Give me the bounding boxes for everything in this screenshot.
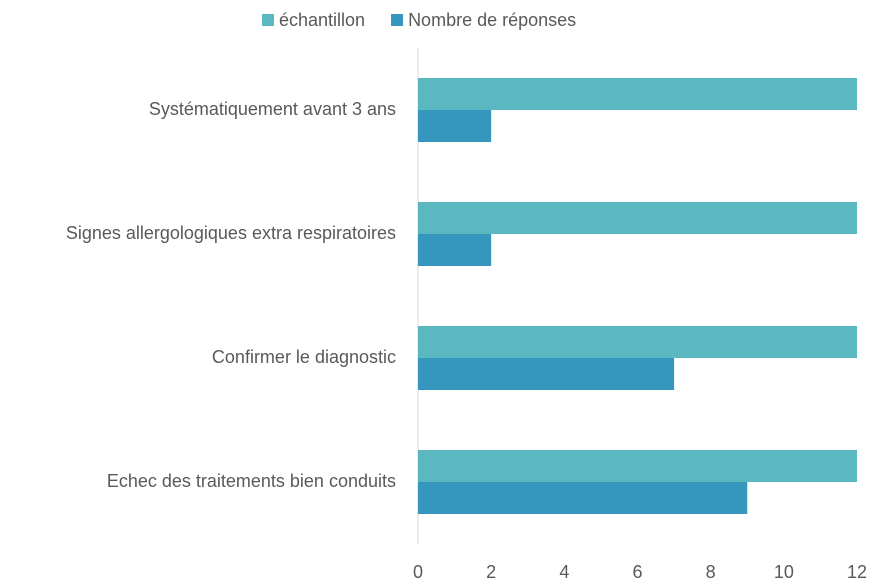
bar (418, 110, 492, 142)
y-tick-label: Confirmer le diagnostic (212, 347, 396, 367)
bar (418, 450, 857, 482)
bar (418, 326, 857, 358)
x-tick-label: 0 (413, 562, 423, 582)
bar (418, 202, 857, 234)
legend-label: échantillon (279, 10, 365, 30)
x-tick-label: 12 (847, 562, 867, 582)
x-tick-label: 2 (486, 562, 496, 582)
legend-label: Nombre de réponses (408, 10, 576, 30)
x-tick-label: 10 (774, 562, 794, 582)
y-tick-label: Systématiquement avant 3 ans (149, 99, 396, 119)
bar (418, 78, 857, 110)
x-tick-label: 6 (632, 562, 642, 582)
bar (418, 482, 748, 514)
y-tick-label: Echec des traitements bien conduits (107, 471, 396, 491)
x-tick-label: 8 (706, 562, 716, 582)
bar (418, 358, 675, 390)
y-tick-label: Signes allergologiques extra respiratoir… (66, 223, 396, 243)
x-tick-label: 4 (559, 562, 569, 582)
legend-swatch (391, 14, 404, 26)
bar (418, 234, 492, 266)
legend-swatch (262, 14, 274, 26)
